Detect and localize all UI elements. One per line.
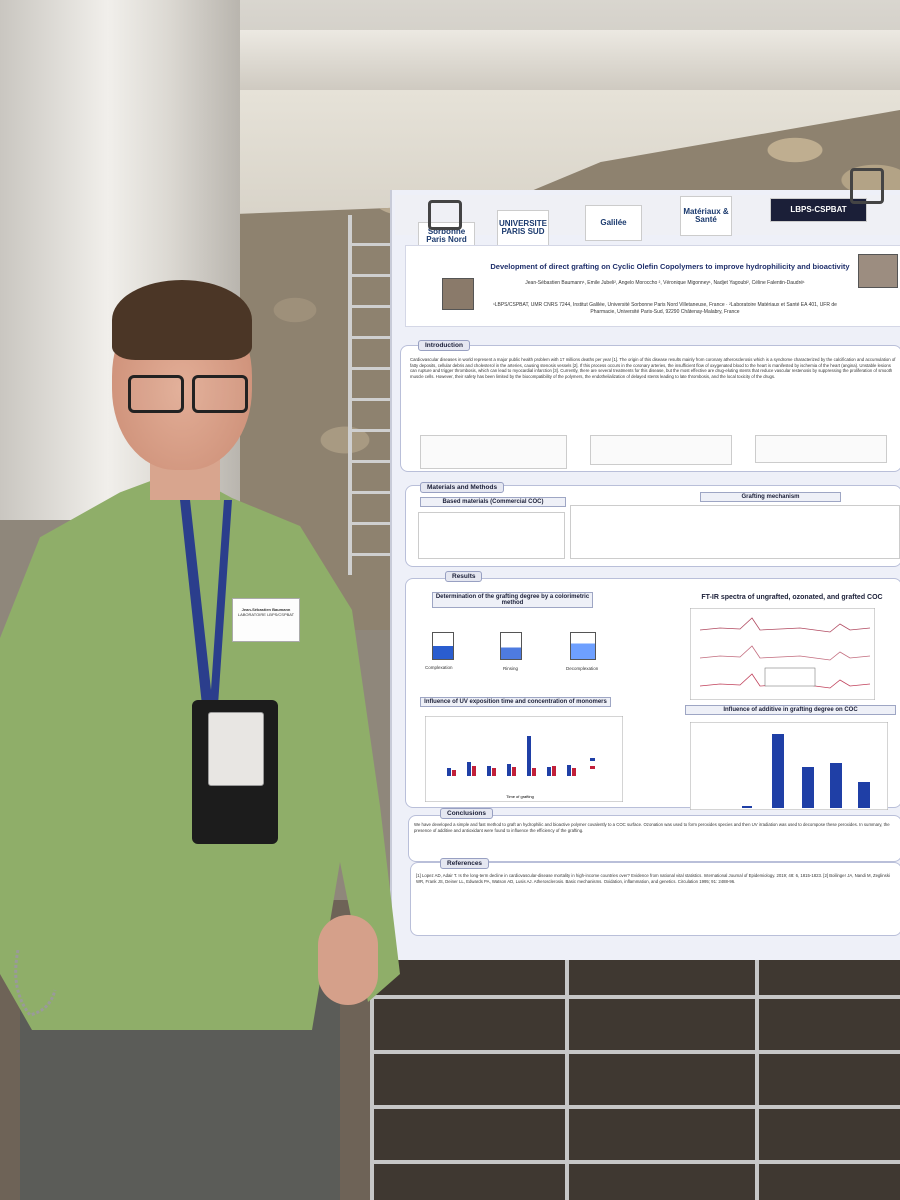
logo-materiaux-sante: Matériaux & Santé [680,196,732,236]
keychain [14,950,57,1017]
grid-wire [370,1160,900,1164]
name-badge: Jean-Sébastien Baumann LABORATOIRE LBPS/… [232,598,300,642]
tube-icon [432,632,454,660]
conclusions-heading: Conclusions [440,808,494,819]
uv-bar [467,762,471,776]
step-decomplexation: Decomplexation [566,666,599,671]
title-box [405,245,900,327]
logo-paris-sud: UNIVERSITE PARIS SUD [497,210,549,246]
uv-bar [527,736,531,776]
lanyard [180,500,232,705]
additive-bar [742,806,752,808]
grid-wire [370,1105,900,1109]
author-photo [858,254,898,288]
poster-affiliations: ¹LBPS/CSPBAT, UMR CNRS 7244, Institut Ga… [493,302,837,315]
grid-wire [370,995,900,999]
conclusions-section [408,815,900,862]
grid-post [565,920,569,1200]
additive-bar [802,767,814,808]
uv-bar [547,767,551,776]
poster-clip-icon [850,168,884,204]
additive-bar-chart [690,722,888,810]
ceiling-beam [220,30,900,90]
references-section [410,862,900,936]
step-complexation: Complexation [425,665,453,670]
additive-heading: Influence of additive in grafting degree… [685,705,896,715]
badge-name: Jean-Sébastien Baumann [241,607,291,612]
uv-bar [487,766,491,776]
poster-authors: Jean-Sébastien Baumann¹, Emile Jubeli², … [525,280,805,286]
results-heading: Results [445,571,483,582]
based-materials-heading: Based materials (Commercial COC) [420,497,566,507]
grid-post [755,920,759,1200]
step-rinsing: Rinsing [503,666,519,671]
uv-bar [507,764,511,776]
stent-illustration [590,435,732,465]
uv-bar-chart: Time of grafting [425,716,623,802]
grid-wire [370,1050,900,1054]
poster-clip-icon [428,200,462,230]
introduction-heading: Introduction [418,340,470,351]
tube-icon [570,632,596,660]
materials-heading: Materials and Methods [420,482,505,493]
poster-title: Development of direct grafting on Cyclic… [490,262,850,271]
grid-post [370,920,374,1200]
hand [318,915,378,1005]
display-panel-base [370,920,900,1200]
stent-illustration [755,435,887,463]
id-card [208,712,264,786]
glasses-icon [128,375,184,413]
references-heading: References [440,858,490,869]
introduction-text: Cardiovascular diseases in world represe… [410,357,896,379]
grafting-mechanism-scheme [570,505,900,559]
uv-bar [532,768,536,776]
tube-icon [500,632,522,660]
uv-bar [447,768,451,776]
uv-bar [472,766,476,776]
additive-bar [830,763,842,808]
logo-galilee: Galilée [585,205,642,241]
additive-bar [858,782,870,808]
author-photo [442,278,474,310]
materials-table [418,512,565,559]
colorimetric-heading: Determination of the grafting degree by … [432,592,593,608]
uv-bar [492,768,496,776]
badge-org: LABORATOIRE LBPS/CSPBAT [237,612,295,617]
uv-influence-heading: Influence of UV exposition time and conc… [420,697,611,707]
uv-bar [512,767,516,776]
ftir-spectra-chart [690,608,875,700]
conclusions-text: We have developed a simple and fast meth… [414,822,890,833]
glasses-icon [192,375,248,413]
uv-bar [567,765,571,776]
heart-illustration [420,435,567,469]
grafting-mechanism-heading: Grafting mechanism [700,492,841,502]
additive-bar [772,734,784,808]
uv-bar [452,770,456,776]
uv-chart-xlabel: Time of grafting [506,794,534,799]
ftir-heading: FT-IR spectra of ungrafted, ozonated, an… [685,593,899,602]
references-text: [1] Lopez AD, Adair T. Is the long-term … [416,873,890,884]
uv-bar [552,766,556,776]
hair [112,280,252,360]
uv-bar [572,768,576,776]
